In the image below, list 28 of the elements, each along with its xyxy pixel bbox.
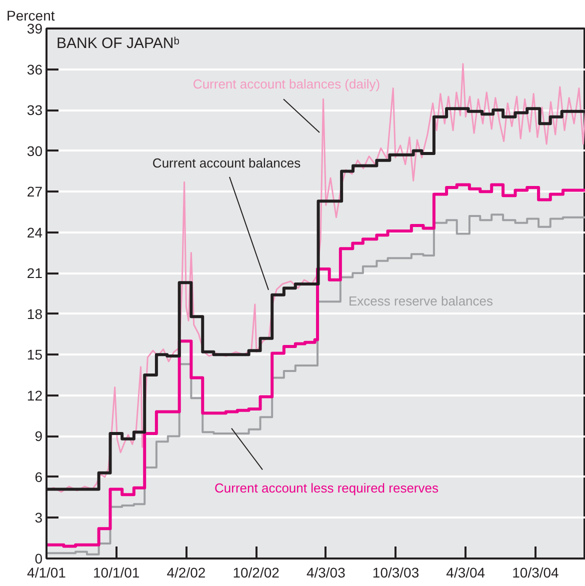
y-tick-label: 30 <box>26 142 43 159</box>
y-axis-title: Percent <box>6 8 55 24</box>
y-tick-label: 21 <box>26 265 43 282</box>
x-tick-label: 4/3/04 <box>446 564 486 580</box>
x-tick-label: 10/2/02 <box>232 564 280 580</box>
x-tick-label: 10/1/01 <box>93 564 140 580</box>
y-tick-label: 36 <box>26 61 43 78</box>
text: Current account less required reserves <box>214 480 439 496</box>
y-tick-label: 0 <box>34 550 43 566</box>
text: BANK OF JAPANᵇ <box>56 35 180 52</box>
x-tick-label: 10/3/03 <box>372 564 420 580</box>
x-tick-label: 4/3/03 <box>306 564 346 580</box>
y-tick-label: 3 <box>34 510 43 526</box>
series-label: Excess reserve balances <box>348 294 494 309</box>
y-tick-label: 24 <box>26 224 43 240</box>
y-tick-label: 39 <box>26 20 43 36</box>
y-tick-label: 6 <box>34 468 43 485</box>
y-tick-label: 12 <box>26 387 43 404</box>
y-tick-label: 9 <box>34 428 43 444</box>
y-tick-label: 27 <box>26 184 43 200</box>
x-tick-label: 4/2/02 <box>166 564 206 580</box>
x-tick-label: 10/3/04 <box>512 564 560 580</box>
series-label: Current account balances (daily) <box>192 76 380 92</box>
y-tick-label: 15 <box>26 346 43 363</box>
y-tick-label: 33 <box>26 102 43 118</box>
y-tick-label: 18 <box>26 306 43 322</box>
text: Current account balances <box>152 155 302 170</box>
x-tick-label: 4/1/01 <box>27 564 66 580</box>
